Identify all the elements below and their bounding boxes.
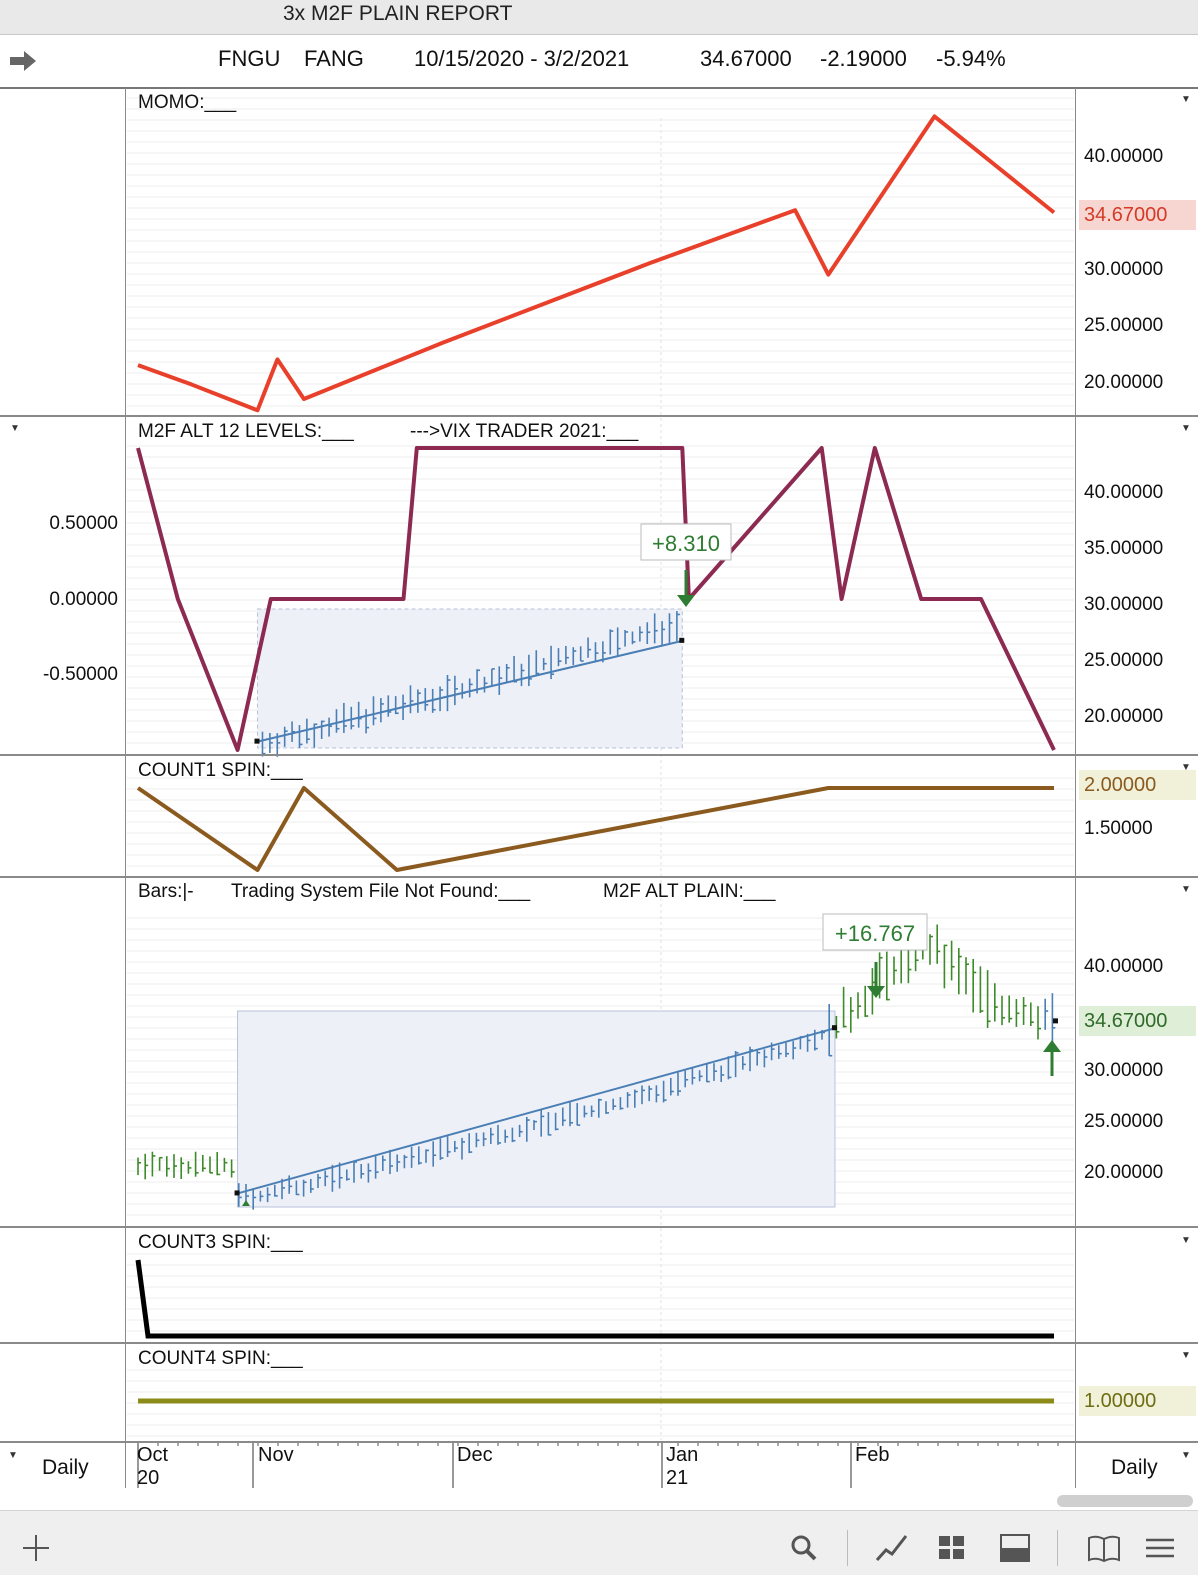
panel-menu-icon[interactable]: ▼	[1181, 1350, 1191, 1361]
trade-profit-label-box	[640, 523, 732, 561]
sell-arrow	[867, 986, 885, 998]
bottom-toolbar	[0, 1510, 1198, 1575]
period-menu-icon[interactable]: ▼	[1181, 1450, 1191, 1461]
trade-profit-label: +8.310	[652, 531, 720, 556]
count1-series-line	[136, 786, 1054, 872]
panel-menu-icon[interactable]: ▼	[1181, 94, 1191, 105]
panel-divider[interactable]	[0, 415, 1198, 417]
count1-label: COUNT1 SPIN:___	[138, 760, 303, 781]
y-tick-left: 0.00000	[49, 589, 118, 610]
panel-menu-icon[interactable]: ▼	[1181, 762, 1191, 773]
date-range: 10/15/2020 - 3/2/2021	[414, 46, 630, 71]
y-tick: 40.00000	[1084, 482, 1164, 503]
last-value-tag: 1.00000	[1079, 1386, 1196, 1416]
window-title: 3x M2F PLAIN REPORT	[283, 2, 513, 25]
x-month-label: Dec	[457, 1444, 493, 1466]
panel-menu-icon[interactable]: ▼	[1181, 884, 1191, 895]
panel-menu-icon[interactable]: ▼	[10, 423, 20, 434]
price-change: -2.19000	[820, 46, 907, 71]
sell-arrow	[677, 595, 695, 607]
x-year-label: 20	[137, 1467, 160, 1489]
x-month-label: Jan	[666, 1444, 699, 1466]
buy-arrow	[1043, 1040, 1061, 1052]
count3-label: COUNT3 SPIN:___	[138, 1232, 303, 1253]
panel-divider[interactable]	[0, 1226, 1198, 1228]
buy-marker	[242, 1200, 250, 1206]
y-tick: 30.00000	[1084, 1060, 1164, 1081]
last-marker	[1053, 1018, 1058, 1024]
panel-layout-icon[interactable]	[998, 1532, 1032, 1564]
search-icon[interactable]	[788, 1532, 820, 1564]
last-price: 34.67000	[700, 46, 792, 71]
grid-icon[interactable]	[936, 1532, 968, 1564]
arrow-right-icon[interactable]	[8, 49, 38, 73]
x-month-label: Nov	[258, 1444, 294, 1466]
trade-profit-label: +16.767	[835, 921, 915, 946]
line-chart-icon[interactable]	[874, 1532, 910, 1564]
toolbar-divider	[847, 1530, 848, 1566]
trading-system-label: Trading System File Not Found:___	[231, 881, 531, 902]
panel-menu-icon[interactable]: ▼	[1181, 1235, 1191, 1246]
m2f-label: M2F ALT 12 LEVELS:___	[138, 421, 354, 442]
trade-box	[237, 1010, 836, 1208]
x-month-label: Oct	[137, 1444, 169, 1466]
y-tick: 30.00000	[1084, 594, 1164, 615]
symbol: FNGU	[218, 46, 281, 71]
y-tick: 25.00000	[1084, 315, 1164, 336]
info-bar: FNGU FANG 10/15/2020 - 3/2/2021 34.67000…	[0, 35, 1198, 89]
period-menu-icon[interactable]: ▼	[8, 1450, 18, 1461]
period-right[interactable]: Daily	[1111, 1456, 1158, 1479]
panel-menu-icon[interactable]: ▼	[1181, 423, 1191, 434]
entry-marker	[234, 1190, 240, 1196]
add-icon[interactable]	[20, 1532, 52, 1564]
x-month-label: Feb	[855, 1444, 890, 1466]
y-tick: 20.00000	[1084, 706, 1164, 727]
y-tick: 40.00000	[1084, 956, 1164, 977]
title-bar: 3x M2F PLAIN REPORT	[0, 0, 1198, 35]
y-tick: 30.00000	[1084, 259, 1164, 280]
panel-divider[interactable]	[0, 876, 1198, 878]
y-tick: 40.00000	[1084, 146, 1164, 167]
count4-label: COUNT4 SPIN:___	[138, 1348, 303, 1369]
exit-marker	[831, 1025, 837, 1031]
y-tick-left: 0.50000	[49, 513, 118, 534]
m2f-plain-label: M2F ALT PLAIN:___	[603, 881, 776, 902]
toolbar-divider	[1057, 1530, 1058, 1566]
last-value-tag: 34.67000	[1079, 1006, 1196, 1036]
book-icon[interactable]	[1086, 1532, 1122, 1564]
last-value-tag: 2.00000	[1079, 770, 1196, 800]
menu-icon[interactable]	[1143, 1532, 1177, 1564]
period-left[interactable]: Daily	[42, 1456, 89, 1479]
vix-label: --->VIX TRADER 2021:___	[410, 421, 639, 442]
bars-label: Bars:|-	[138, 881, 194, 902]
entry-marker	[254, 738, 260, 744]
y-tick: 25.00000	[1084, 1111, 1164, 1132]
count3-series-line	[135, 1259, 1054, 1339]
momo-series-line	[137, 114, 1056, 413]
y-tick: 20.00000	[1084, 1162, 1164, 1183]
moving-average-line	[257, 639, 683, 743]
y-tick: 25.00000	[1084, 650, 1164, 671]
panel-divider[interactable]	[0, 1342, 1198, 1344]
price-change-pct: -5.94%	[936, 46, 1006, 71]
y-tick-left: -0.50000	[42, 664, 118, 685]
moving-average-line	[237, 1027, 836, 1195]
panel-divider	[0, 1441, 1198, 1443]
exit-marker	[679, 637, 685, 643]
y-tick: 20.00000	[1084, 372, 1164, 393]
panel-divider[interactable]	[0, 754, 1198, 756]
horizontal-scrollbar[interactable]	[1057, 1495, 1193, 1507]
y-tick: 35.00000	[1084, 538, 1164, 559]
left-axis-border	[125, 88, 126, 1488]
x-year-label: 21	[666, 1467, 689, 1489]
momo-label: MOMO:___	[138, 92, 237, 113]
last-value-tag: 34.67000	[1079, 200, 1196, 230]
trade-profit-label-box	[822, 913, 928, 951]
symbol-name: FANG	[304, 46, 364, 71]
y-tick: 1.50000	[1084, 818, 1153, 839]
right-axis-border	[1075, 88, 1076, 1488]
